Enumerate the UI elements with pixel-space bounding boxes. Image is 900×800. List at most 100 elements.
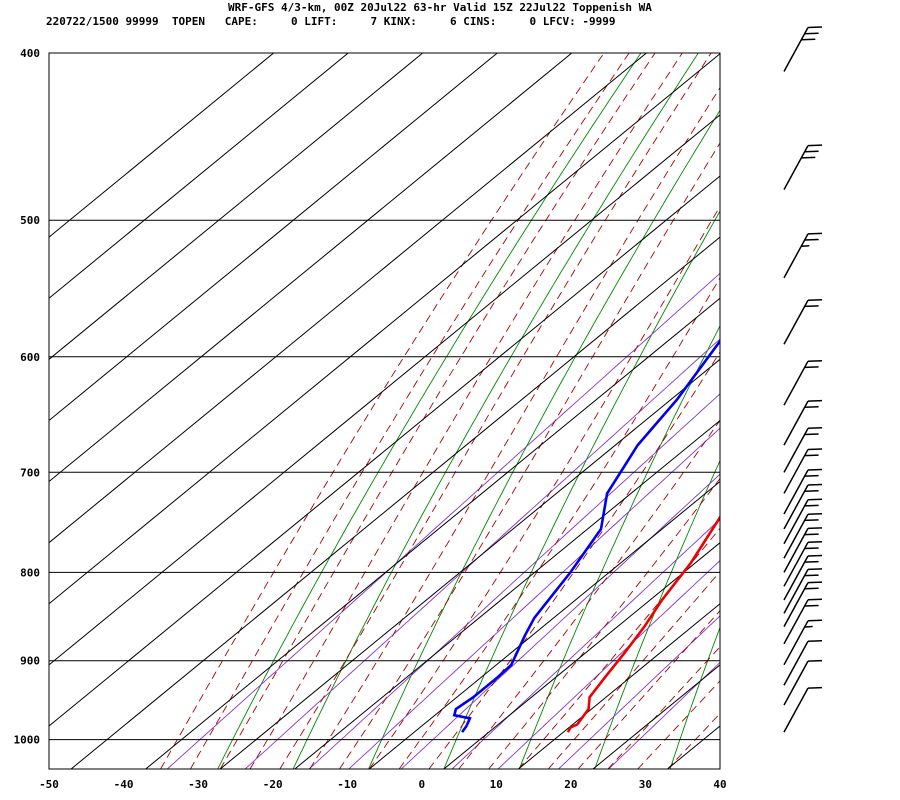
wind-barb xyxy=(783,26,823,72)
wind-barb-staff xyxy=(783,469,809,515)
wind-barb-flag xyxy=(807,298,823,301)
wind-barb-flag xyxy=(807,359,823,362)
wind-barb xyxy=(783,498,823,545)
wind-barb-flag xyxy=(804,625,813,628)
wind-barb-staff xyxy=(783,400,809,446)
wind-barb xyxy=(783,568,823,614)
wind-barb-flag xyxy=(807,498,823,501)
moist-adiabat-line xyxy=(160,53,605,769)
isotherm-line xyxy=(49,114,720,666)
wind-barb-flag xyxy=(807,541,823,544)
mixing-ratio-line xyxy=(451,518,720,769)
wind-barb-staff xyxy=(783,620,809,666)
wind-barb-flag xyxy=(804,150,819,153)
moist-adiabat-line xyxy=(488,477,720,769)
dry-adiabat-line xyxy=(821,15,900,769)
wind-barb xyxy=(783,512,823,559)
pressure-tick-label: 400 xyxy=(20,47,40,60)
wind-barb-staff xyxy=(783,555,809,601)
wind-barb-flag xyxy=(804,574,819,577)
pressure-tick-label: 600 xyxy=(20,351,40,364)
wind-barb-flag xyxy=(804,454,819,457)
wind-barb-staff xyxy=(783,599,809,645)
grid xyxy=(49,52,720,769)
pressure-tick-label: 700 xyxy=(20,466,40,479)
wind-barb-staff xyxy=(783,660,809,706)
wind-barb-flag xyxy=(807,448,823,451)
isotherm-line xyxy=(518,603,720,769)
wind-barb-flag xyxy=(807,399,823,402)
background-lines xyxy=(160,15,900,769)
isotherm-line xyxy=(49,53,720,605)
wind-barb-flag xyxy=(804,366,819,369)
temperature-tick-label: -10 xyxy=(337,778,357,791)
temperature-profile-line xyxy=(566,514,720,733)
wind-barb-flag xyxy=(807,619,823,622)
temperature-tick-label: 10 xyxy=(490,778,503,791)
wind-barb xyxy=(783,554,823,601)
isotherm-line xyxy=(294,419,720,769)
moist-adiabat-line xyxy=(309,86,720,769)
wind-barb xyxy=(783,427,823,473)
isotherm-line xyxy=(219,358,720,769)
temperature-tick-label: -20 xyxy=(263,778,283,791)
dry-adiabat-line xyxy=(896,15,900,769)
wind-barb-staff xyxy=(783,569,809,614)
moist-adiabat-line xyxy=(398,277,720,769)
wind-barb-staff xyxy=(783,528,809,573)
dry-adiabat-line xyxy=(669,626,720,769)
wind-barb xyxy=(783,298,823,345)
wind-barb xyxy=(783,659,823,706)
isotherm-line xyxy=(443,542,720,769)
moist-adiabat-line xyxy=(518,527,720,769)
dry-adiabat-line xyxy=(594,459,720,769)
wind-barb-flag xyxy=(807,468,823,471)
mixing-ratio-line xyxy=(308,393,720,769)
wind-barb-flag xyxy=(807,581,823,584)
wind-barb-flag xyxy=(801,156,816,159)
wind-barb-flag xyxy=(807,483,823,486)
wind-barb-flag xyxy=(804,238,819,241)
wind-barb-flag xyxy=(804,305,819,308)
moist-adiabat-line xyxy=(547,570,720,769)
wind-barb-flag xyxy=(807,144,823,147)
mixing-ratio-line xyxy=(608,661,720,769)
temperature-tick-label: 40 xyxy=(713,778,726,791)
wind-barbs xyxy=(783,26,823,733)
wind-barb xyxy=(783,598,823,645)
wind-barb-staff xyxy=(783,427,809,473)
moist-adiabat-line xyxy=(219,53,656,769)
wind-barb xyxy=(783,581,823,627)
mixing-ratio-line xyxy=(244,338,720,769)
moist-adiabat-line xyxy=(607,646,720,769)
wind-barb-flag xyxy=(804,587,819,590)
wind-barb-staff xyxy=(783,687,809,733)
moist-adiabat-line xyxy=(458,419,720,769)
wind-barb-staff xyxy=(783,27,809,72)
moist-adiabat-line xyxy=(339,142,720,769)
wind-barb-flag xyxy=(804,433,819,436)
pressure-tick-label: 900 xyxy=(20,655,40,668)
temperature-tick-label: -50 xyxy=(39,778,59,791)
isotherm-line xyxy=(70,236,720,769)
moist-adiabat-line xyxy=(190,53,630,769)
moist-adiabat-line xyxy=(368,205,720,769)
wind-barb-flag xyxy=(807,527,823,530)
temperature-tick-label: 0 xyxy=(418,778,425,791)
isotherm-line xyxy=(592,664,720,769)
wind-barb-staff xyxy=(783,513,809,559)
wind-barb-staff xyxy=(783,299,809,345)
wind-barb-flag xyxy=(804,474,819,477)
dry-adiabat-line xyxy=(746,15,900,769)
moist-adiabat-line xyxy=(249,53,683,769)
moist-adiabat-line xyxy=(667,712,720,769)
wind-barb xyxy=(783,448,823,494)
wind-barb-staff xyxy=(783,484,809,530)
moist-adiabat-line xyxy=(637,680,720,769)
isotherm-line xyxy=(49,53,573,483)
wind-barb-flag xyxy=(807,554,823,557)
wind-barb-staff xyxy=(783,145,809,190)
wind-barb-flag xyxy=(804,533,819,536)
wind-barb-flag xyxy=(804,405,819,408)
wind-barb xyxy=(783,483,823,530)
